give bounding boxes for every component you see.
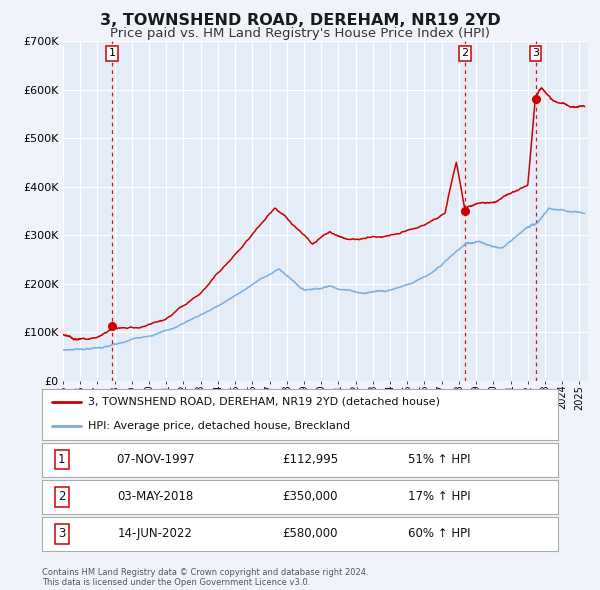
Text: Price paid vs. HM Land Registry's House Price Index (HPI): Price paid vs. HM Land Registry's House … [110, 27, 490, 40]
Text: 03-MAY-2018: 03-MAY-2018 [118, 490, 194, 503]
Text: 14-JUN-2022: 14-JUN-2022 [118, 527, 193, 540]
Text: 2: 2 [58, 490, 65, 503]
Text: HPI: Average price, detached house, Breckland: HPI: Average price, detached house, Brec… [88, 421, 350, 431]
Text: 60% ↑ HPI: 60% ↑ HPI [408, 527, 470, 540]
Text: 07-NOV-1997: 07-NOV-1997 [116, 453, 195, 466]
Text: Contains HM Land Registry data © Crown copyright and database right 2024.
This d: Contains HM Land Registry data © Crown c… [42, 568, 368, 587]
Text: £112,995: £112,995 [282, 453, 338, 466]
Text: 51% ↑ HPI: 51% ↑ HPI [408, 453, 470, 466]
Text: 3: 3 [532, 48, 539, 58]
Text: £580,000: £580,000 [283, 527, 338, 540]
Text: £350,000: £350,000 [283, 490, 338, 503]
Text: 17% ↑ HPI: 17% ↑ HPI [408, 490, 470, 503]
Text: 2: 2 [461, 48, 468, 58]
Text: 3, TOWNSHEND ROAD, DEREHAM, NR19 2YD: 3, TOWNSHEND ROAD, DEREHAM, NR19 2YD [100, 13, 500, 28]
Text: 1: 1 [109, 48, 116, 58]
Text: 3, TOWNSHEND ROAD, DEREHAM, NR19 2YD (detached house): 3, TOWNSHEND ROAD, DEREHAM, NR19 2YD (de… [88, 397, 440, 407]
Text: 3: 3 [58, 527, 65, 540]
Text: 1: 1 [58, 453, 65, 466]
